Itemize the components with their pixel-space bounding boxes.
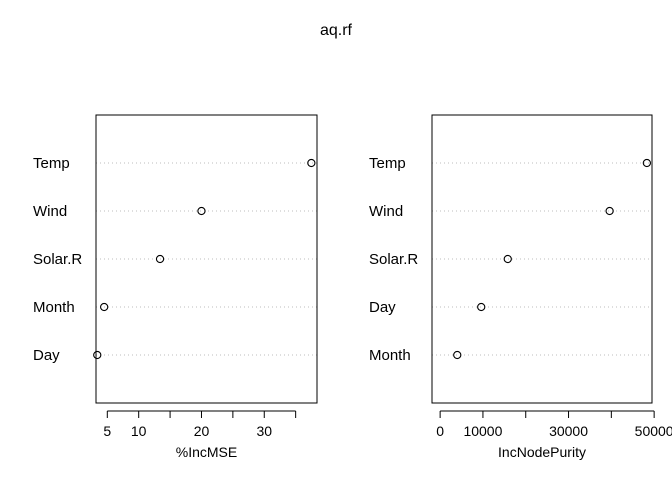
x-tick-label: 30000	[549, 423, 588, 439]
panel-2: Temp Wind Solar.R Day Month 0 10000 30000 50000 I…	[369, 114, 672, 460]
category-label: Wind	[33, 203, 67, 220]
x-axis-title: IncNodePurity	[498, 444, 586, 460]
data-point	[453, 350, 462, 360]
x-tick-label: 30	[256, 423, 272, 439]
data-point	[307, 158, 316, 168]
data-point	[197, 206, 206, 216]
category-label: Day	[33, 347, 60, 364]
plot-frame	[95, 114, 318, 404]
data-point	[100, 302, 109, 312]
category-label: Month	[33, 299, 75, 316]
x-tick-label: 20	[194, 423, 210, 439]
category-label: Solar.R	[369, 251, 418, 268]
category-label: Temp	[369, 155, 406, 172]
plot-frame	[431, 114, 653, 404]
data-point	[642, 158, 652, 168]
x-tick-label: 10000	[463, 423, 502, 439]
x-tick-label: 0	[436, 423, 444, 439]
data-point	[605, 206, 614, 216]
panel-1: Temp Wind Solar.R Month Day 5 10 20 30 %IncMSE	[33, 114, 318, 460]
data-point	[477, 302, 486, 312]
x-tick-label: 50000	[635, 423, 672, 439]
chart-title: aq.rf	[320, 22, 353, 39]
data-point	[503, 254, 512, 264]
x-axis-title: %IncMSE	[176, 444, 237, 460]
x-tick-label: 5	[103, 423, 111, 439]
category-label: Solar.R	[33, 251, 82, 268]
category-label: Day	[369, 299, 396, 316]
category-label: Temp	[33, 155, 70, 172]
data-point	[155, 254, 165, 264]
category-label: Wind	[369, 203, 403, 220]
x-tick-label: 10	[131, 423, 147, 439]
category-label: Month	[369, 347, 411, 364]
data-point	[93, 350, 102, 360]
